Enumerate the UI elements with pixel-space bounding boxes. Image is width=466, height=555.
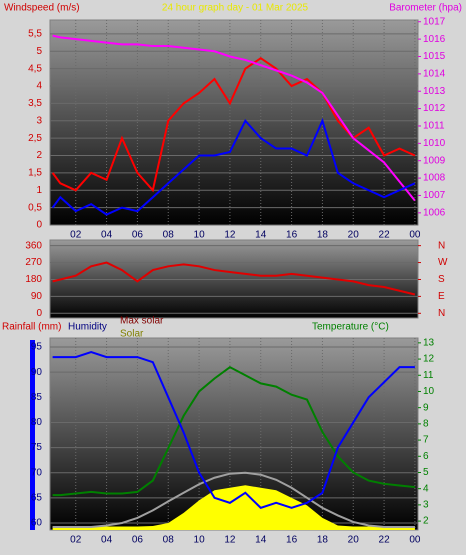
x-tick-label: 10 (194, 535, 206, 546)
y2-tick-label: W (438, 257, 448, 268)
y2-tick-label: 11 (423, 370, 434, 381)
y2-tick-label: 6 (423, 451, 429, 462)
y2-tick-label: 1010 (423, 138, 446, 149)
y2-tick-label: 8 (423, 419, 429, 430)
y-tick-label: 65 (31, 492, 43, 503)
y2-tick-label: 2 (423, 516, 429, 527)
y-tick-label: 0 (36, 308, 42, 319)
y-tick-label: 70 (31, 467, 43, 478)
x-tick-label: 10 (194, 230, 206, 241)
line (52, 351, 415, 510)
y2-tick-label: 4 (423, 483, 429, 494)
x-tick-label: 16 (286, 535, 298, 546)
x-tick-label: 00 (409, 230, 421, 241)
legend-label: Solar (120, 329, 144, 340)
y-tick-label: 180 (25, 274, 42, 285)
y2-tick-label: 1007 (423, 190, 446, 201)
y-tick-label: 3,5 (28, 98, 42, 109)
y-tick-label: 4 (36, 81, 42, 92)
x-tick-label: 14 (255, 230, 267, 241)
y-tick-label: 80 (31, 417, 43, 428)
y-label: Windspeed (m/s) (4, 3, 80, 14)
line (52, 261, 416, 296)
y2-tick-label: 1012 (423, 103, 446, 114)
y-tick-label: 0,5 (28, 202, 42, 213)
x-tick-label: 18 (317, 535, 329, 546)
y2-tick-label: N (438, 240, 445, 251)
y2-tick-label: 1008 (423, 173, 446, 184)
y-tick-label: 4,5 (28, 63, 42, 74)
y2-tick-label: 13 (423, 338, 435, 349)
x-tick-label: 04 (101, 535, 113, 546)
x-tick-label: 08 (163, 230, 175, 241)
line (52, 471, 415, 528)
y-tick-label: 85 (31, 392, 43, 403)
y2-tick-label: 1013 (423, 86, 446, 97)
y-tick-label: 60 (31, 518, 43, 529)
y2-tick-label: S (438, 274, 445, 285)
x-tick-label: 06 (132, 535, 144, 546)
y2-tick-label: 10 (423, 386, 435, 397)
x-tick-label: 02 (70, 230, 82, 241)
x-tick-label: 20 (348, 535, 360, 546)
x-tick-label: 08 (163, 535, 175, 546)
y-tick-label: 2 (36, 150, 42, 161)
y2-tick-label: 1006 (423, 207, 446, 218)
y2-tick-label: 7 (423, 435, 429, 446)
y2-tick-label: 1015 (423, 51, 446, 62)
y-tick-label: 5 (36, 46, 42, 57)
y2-label: Temperature (°C) (312, 322, 389, 333)
line (52, 365, 416, 497)
y-tick-label: 95 (31, 342, 43, 353)
x-tick-label: 18 (317, 230, 329, 241)
y-tick-label: 1,5 (28, 168, 42, 179)
y-tick-label: 75 (31, 442, 43, 453)
y2-label: Barometer (hpa) (389, 3, 462, 14)
x-tick-label: 06 (132, 230, 144, 241)
y-tick-label: 270 (25, 257, 42, 268)
y-tick-label: 90 (31, 291, 43, 302)
x-tick-label: 22 (379, 535, 391, 546)
x-tick-label: 12 (224, 230, 236, 241)
x-tick-label: 04 (101, 230, 113, 241)
y-tick-label: 0 (36, 220, 42, 231)
y2-tick-label: 1009 (423, 155, 446, 166)
x-tick-label: 14 (255, 535, 267, 546)
y2-tick-label: 1011 (423, 121, 445, 132)
line (52, 34, 416, 202)
area (52, 485, 415, 530)
line (51, 117, 416, 216)
x-tick-label: 12 (224, 535, 236, 546)
legend-label: Max solar (120, 316, 164, 327)
chart-title: 24 hour graph day - 01 Mar 2025 (162, 3, 309, 14)
humidity-scale-bar (30, 340, 35, 530)
x-tick-label: 22 (379, 230, 391, 241)
y2-tick-label: 5 (423, 467, 429, 478)
y2-tick-label: 9 (423, 402, 429, 413)
x-tick-label: 02 (70, 535, 82, 546)
y2-tick-label: N (438, 308, 445, 319)
y2-tick-label: 1016 (423, 34, 446, 45)
legend-label: Humidity (68, 322, 107, 333)
x-tick-label: 20 (348, 230, 360, 241)
y-tick-label: 3 (36, 115, 42, 126)
y-tick-label: 90 (31, 367, 43, 378)
y2-tick-label: 1014 (423, 68, 446, 79)
y-tick-label: 2,5 (28, 133, 42, 144)
y2-tick-label: 1017 (423, 16, 446, 27)
y-label: Rainfall (mm) (2, 322, 61, 333)
y2-tick-label: E (438, 291, 445, 302)
plot-area (49, 19, 419, 226)
y-tick-label: 360 (25, 240, 42, 251)
x-tick-label: 16 (286, 230, 298, 241)
y2-tick-label: 12 (423, 354, 435, 365)
y-tick-label: 1 (36, 185, 42, 196)
y2-tick-label: 3 (423, 500, 429, 511)
y-tick-label: 5,5 (28, 29, 42, 40)
x-tick-label: 00 (409, 535, 421, 546)
